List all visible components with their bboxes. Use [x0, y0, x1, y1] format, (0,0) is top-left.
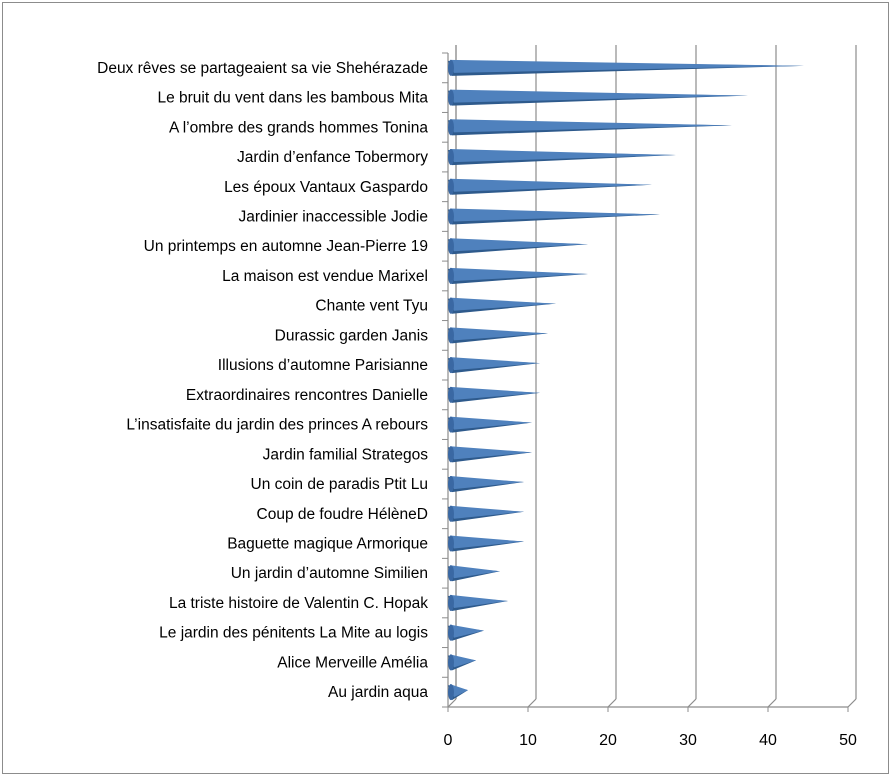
bar	[448, 684, 468, 701]
bar	[448, 119, 732, 136]
bar	[448, 208, 660, 225]
category-label: Durassic garden Janis	[275, 327, 429, 344]
bar	[448, 535, 524, 552]
bar	[448, 654, 476, 671]
bar	[448, 505, 524, 522]
category-labels: Deux rêves se partageaient sa vie Shehér…	[97, 60, 428, 701]
x-tick-labels: 0 10 20 30 40 50	[444, 732, 857, 749]
bar	[448, 178, 652, 195]
category-label: Un printemps en automne Jean-Pierre 19	[144, 238, 428, 255]
floor-gridline	[607, 698, 617, 708]
bar	[448, 416, 532, 433]
bar	[448, 89, 748, 106]
category-label: L’insatisfaite du jardin des princes A r…	[126, 417, 428, 434]
category-label: La triste histoire de Valentin C. Hopak	[169, 595, 428, 612]
bar	[448, 565, 500, 582]
category-label: Jardin d’enfance Tobermory	[237, 149, 428, 166]
floor-gridline	[767, 698, 777, 708]
category-label: Un jardin d’automne Similien	[231, 565, 428, 582]
bar	[448, 357, 540, 374]
floor-gridline	[527, 698, 537, 708]
gridlines	[447, 45, 857, 708]
category-label: Le bruit du vent dans les bambous Mita	[157, 90, 428, 107]
x-tick-label: 10	[519, 732, 537, 749]
bar	[448, 297, 556, 314]
x-tick-label: 20	[599, 732, 617, 749]
x-tick-label: 0	[444, 732, 453, 749]
category-label: Deux rêves se partageaient sa vie Shehér…	[97, 60, 428, 77]
bar	[448, 446, 532, 463]
category-label: Le jardin des pénitents La Mite au logis	[159, 625, 428, 642]
category-label: Baguette magique Armorique	[227, 536, 428, 553]
category-label: Illusions d’automne Parisianne	[218, 357, 428, 374]
category-label: Jardin familial Strategos	[263, 446, 429, 463]
floor-gridline	[847, 698, 857, 708]
bar	[448, 149, 676, 166]
x-tick-label: 50	[839, 732, 857, 749]
x-tick-label: 40	[759, 732, 777, 749]
category-label: Un coin de paradis Ptit Lu	[251, 476, 429, 493]
category-label: Au jardin aqua	[328, 684, 428, 701]
bar	[448, 238, 588, 255]
floor-gridline	[687, 698, 697, 708]
category-label: Chante vent Tyu	[315, 298, 428, 315]
category-label: Extraordinaires rencontres Danielle	[186, 387, 428, 404]
bar	[448, 476, 524, 493]
floor-gridline	[447, 698, 457, 708]
category-label: Jardinier inaccessible Jodie	[238, 209, 428, 226]
bar	[448, 594, 508, 611]
category-label: Alice Merveille Amélia	[277, 654, 428, 671]
category-label: Coup de foudre HélèneD	[257, 506, 428, 523]
bar	[448, 267, 588, 284]
bar	[448, 59, 804, 76]
x-tick-label: 30	[679, 732, 697, 749]
category-label: Les époux Vantaux Gaspardo	[224, 179, 428, 196]
category-label: A l’ombre des grands hommes Tonina	[169, 119, 428, 136]
axes	[442, 45, 849, 712]
bar	[448, 624, 484, 641]
category-label: La maison est vendue Marixel	[222, 268, 428, 285]
bar	[448, 327, 548, 344]
bar	[448, 386, 540, 403]
bars	[448, 59, 804, 701]
